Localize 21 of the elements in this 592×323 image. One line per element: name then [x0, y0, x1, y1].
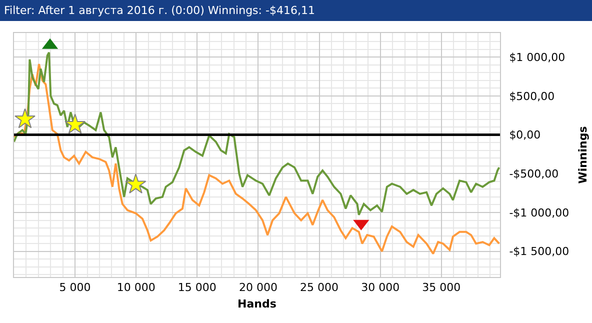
- x-tick-label: 30 000: [361, 281, 400, 294]
- y-axis-title: Winnings: [576, 126, 590, 184]
- x-tick-label: 5 000: [59, 281, 91, 294]
- y-tick-label: $1 000,00: [509, 50, 566, 64]
- x-tick-label: 10 000: [116, 281, 156, 294]
- x-tick-label: 15 000: [178, 281, 216, 294]
- y-tick-label: -$1 000,00: [509, 206, 570, 220]
- point: [64, 114, 86, 134]
- x-axis-title: Hands: [238, 297, 277, 310]
- point: [125, 174, 146, 194]
- x-tick-label: 25 000: [300, 281, 339, 294]
- y-tick-label: -$1 500,00: [509, 245, 570, 258]
- chart-title: Filter: After 1 августа 2016 г. (0:00) Winnings: -$416,11: [0, 0, 592, 21]
- line-series: [14, 63, 500, 255]
- x-tick-label: 20 000: [238, 281, 278, 294]
- y-tick-label: $0,00: [509, 128, 541, 142]
- line-series: [14, 51, 500, 216]
- y-tick-label: $500,00: [509, 90, 555, 103]
- y-tick-label: -$500,00: [509, 168, 559, 180]
- x-tick-label: 35 000: [422, 281, 461, 294]
- point: [14, 108, 36, 128]
